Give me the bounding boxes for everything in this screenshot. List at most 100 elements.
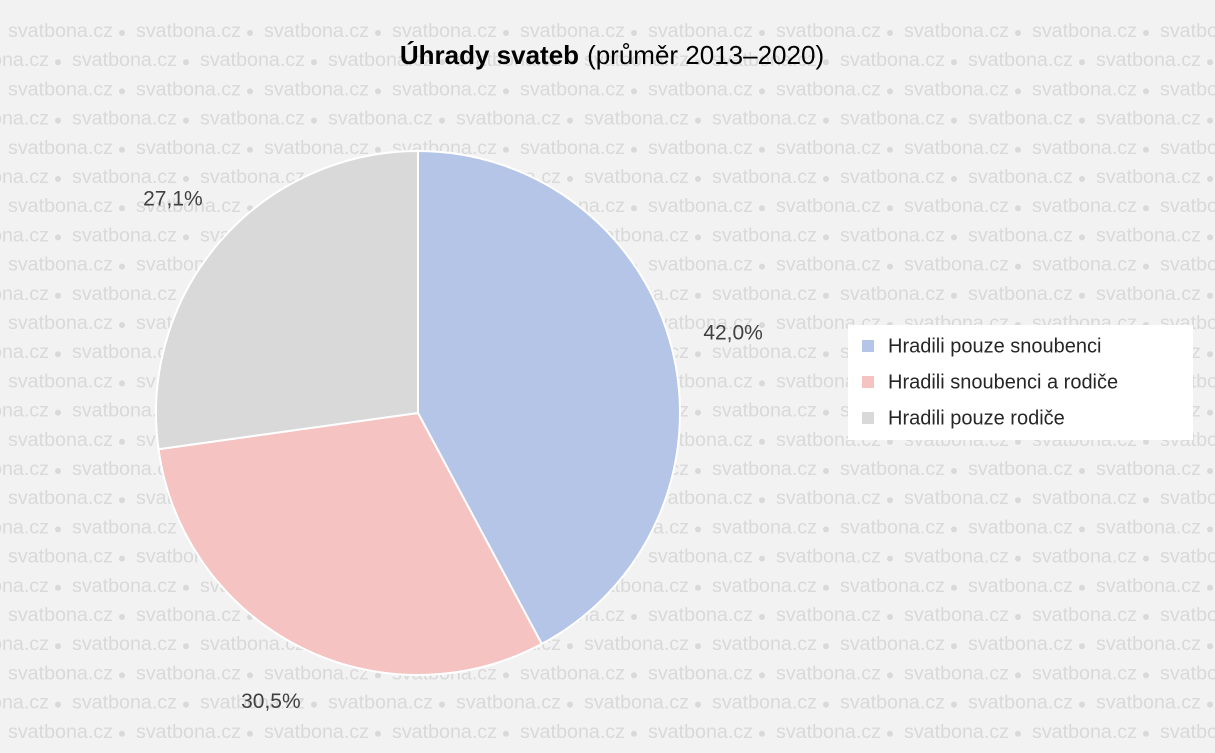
data-label: 30,5% [241,690,301,713]
watermark-dot [823,117,829,124]
watermark-text: svatbona.cz [712,401,817,422]
watermark-text: svatbona.cz [648,663,753,684]
watermark-text: svatbona.cz [840,225,945,246]
subtitle: (průměr 2013–2020) [587,40,824,70]
watermark-text: svatbona.cz [712,284,817,305]
watermark-dot [375,730,381,737]
watermark-text: svatbona.cz [1096,634,1201,655]
watermark-dot [951,526,957,533]
watermark-dot [119,88,125,95]
watermark-dot [1079,117,1085,124]
watermark-dot [695,234,701,241]
watermark-dot [1143,146,1149,153]
watermark-text: svatbona.cz [136,663,241,684]
title: Úhrady svateb [400,40,579,70]
watermark-text: svatbona.cz [968,167,1073,188]
watermark-text: svatbona.cz [520,138,625,159]
watermark-text: svatbona.cz [712,634,817,655]
watermark-text: svatbona.cz [0,109,49,130]
pie-slice [157,411,544,676]
watermark-dot [823,468,829,474]
watermark-text: svatbona.cz [648,605,753,626]
legend-label: Hradili pouze rodiče [888,407,1065,429]
watermark-text: svatbona.cz [1096,459,1201,480]
watermark-dot [695,701,701,708]
watermark-text: svatbona.cz [0,693,49,714]
watermark-dot [1143,672,1149,679]
watermark-text: svatbona.cz [648,488,753,509]
watermark-text: svatbona.cz [904,21,1009,42]
watermark-text: svatbona.cz [264,79,369,100]
watermark-text: svatbona.cz [136,722,241,743]
watermark-dot [1207,584,1213,591]
watermark-dot [439,59,445,66]
watermark-dot [1207,643,1213,650]
watermark-text: svatbona.cz [1096,50,1201,71]
watermark-text: svatbona.cz [200,634,305,655]
watermark-text: svatbona.cz [968,109,1073,130]
watermark-dot [1015,205,1021,212]
watermark-dot [759,380,765,387]
watermark-dot [695,643,701,650]
watermark-dot [375,672,381,679]
watermark-dot [55,643,61,650]
watermark-dot [119,263,125,270]
legend-label: Hradili pouze snoubenci [888,335,1101,357]
watermark-dot [759,730,765,737]
pie-slice [155,149,419,451]
watermark-text: svatbona.cz [72,225,177,246]
watermark-text: svatbona.cz [776,488,881,509]
watermark-dot [631,614,637,620]
watermark-dot [55,701,61,708]
watermark-text: svatbona.cz [1032,605,1137,626]
watermark-text: svatbona.cz [8,663,113,684]
watermark-dot [823,584,829,591]
watermark-dot [1079,643,1085,650]
watermark-dot [183,59,189,66]
watermark-dot [503,730,509,737]
watermark-dot [1079,176,1085,182]
watermark-text: svatbona.cz [1096,284,1201,305]
watermark-dot [759,497,765,504]
watermark-text: svatbona.cz [72,50,177,71]
watermark-text: svatbona.cz [712,50,817,71]
watermark-text: svatbona.cz [1160,196,1215,217]
pie: 42,0% 30,5% 27,1% [143,149,763,713]
watermark-dot [119,555,125,562]
pie-slice [417,149,681,646]
watermark-text: svatbona.cz [776,722,881,743]
watermark-text: svatbona.cz [72,167,177,188]
watermark-text: svatbona.cz [840,634,945,655]
watermark-dot [119,205,125,212]
watermark-text: svatbona.cz [904,605,1009,626]
watermark-dot [823,292,829,299]
watermark-text: svatbona.cz [136,79,241,100]
watermark-dot [759,205,765,212]
watermark-text: svatbona.cz [1160,79,1215,100]
watermark-dot [759,88,765,95]
watermark-dot [695,526,701,533]
watermark-dot [887,438,893,445]
watermark-text: svatbona.cz [840,50,945,71]
watermark-text: svatbona.cz [1096,517,1201,538]
watermark-text: svatbona.cz [520,663,625,684]
watermark-text: svatbona.cz [648,255,753,276]
watermark-dot [759,672,765,679]
watermark-text: svatbona.cz [776,663,881,684]
watermark-text: svatbona.cz [72,401,177,422]
watermark-text: svatbona.cz [968,50,1073,71]
watermark-dot [887,672,893,679]
watermark-text: svatbona.cz [0,50,49,71]
watermark-text: svatbona.cz [840,284,945,305]
watermark-dot [503,146,509,153]
watermark-text: svatbona.cz [8,196,113,217]
watermark-dot [439,117,445,124]
watermark-dot [1143,88,1149,95]
watermark-text: svatbona.cz [968,517,1073,538]
watermark-dot [823,351,829,358]
watermark-text: svatbona.cz [904,196,1009,217]
watermark-text: svatbona.cz [0,342,49,363]
watermark-dot [247,672,253,679]
watermark-dot [567,59,573,66]
watermark-text: svatbona.cz [840,459,945,480]
